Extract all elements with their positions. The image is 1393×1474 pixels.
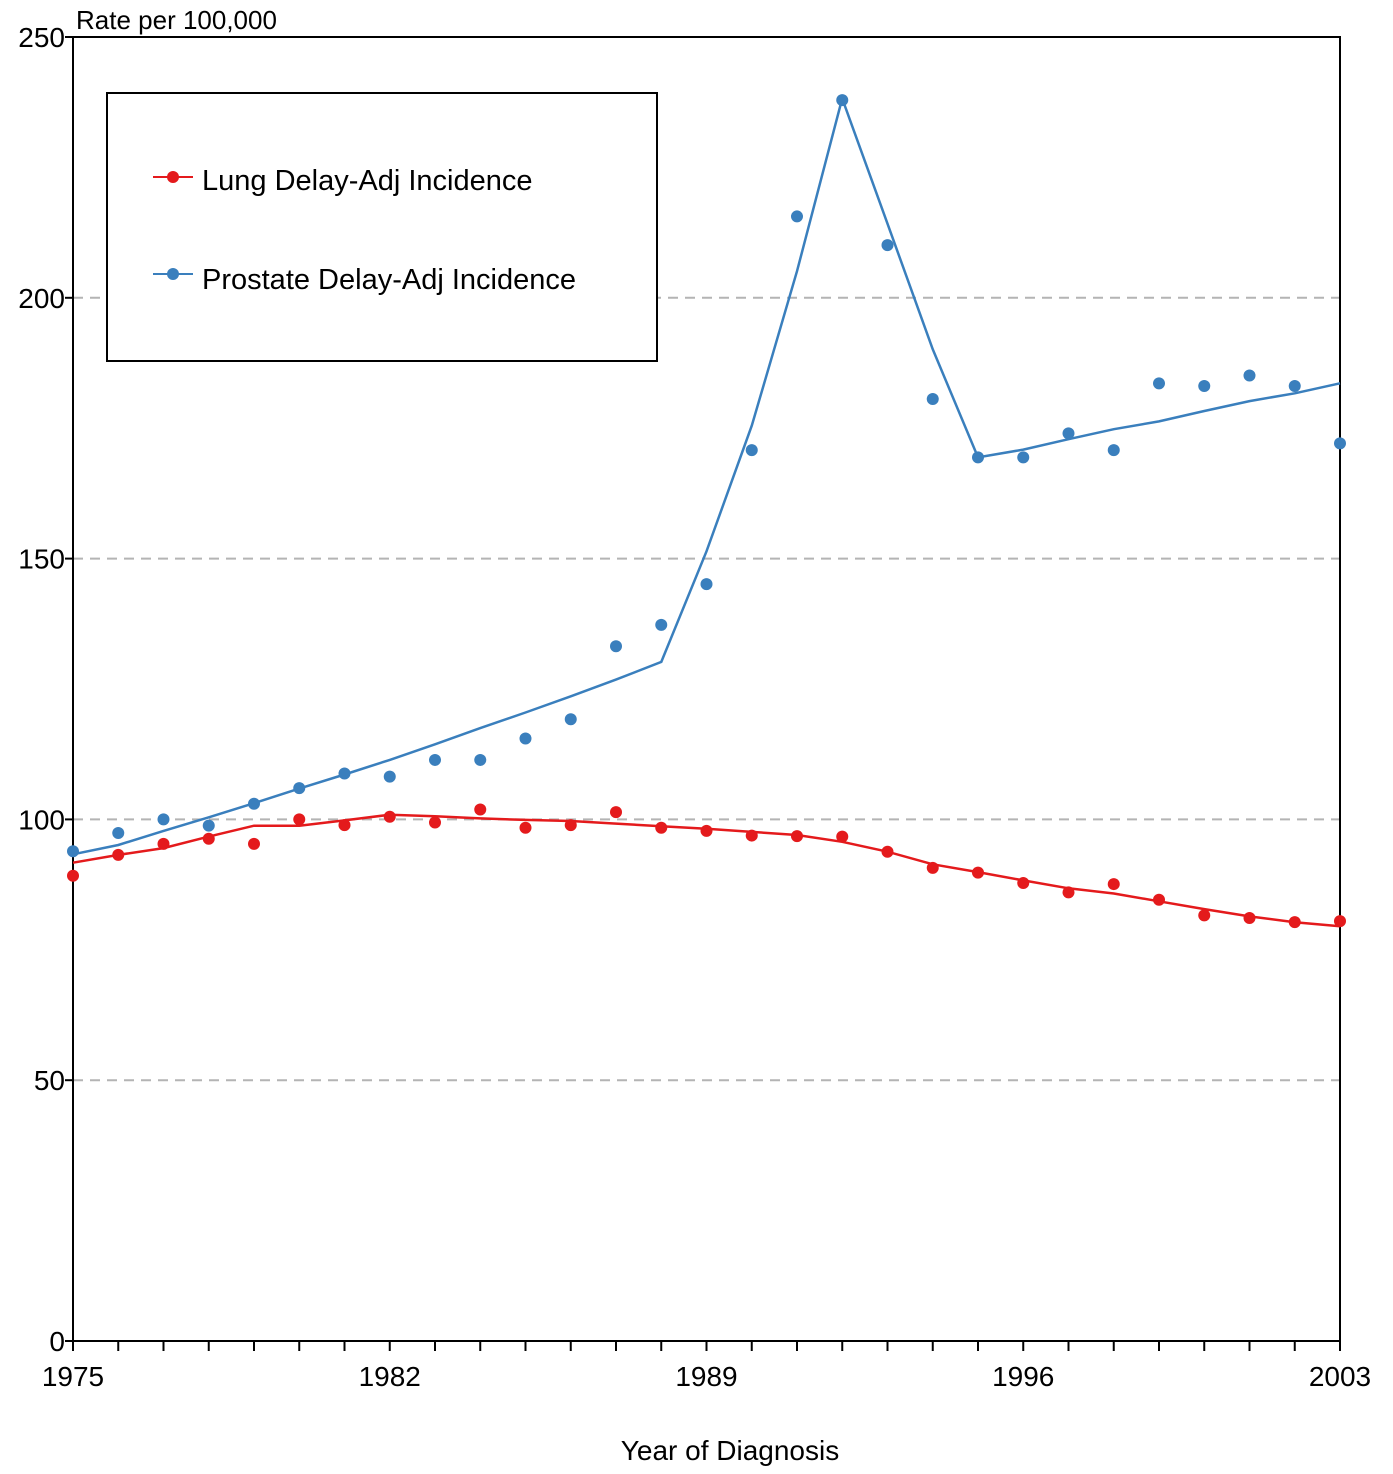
x-tick-label-1989: 1989 xyxy=(675,1361,737,1392)
data-point-prostate-1992 xyxy=(836,94,849,107)
series-line-prostate xyxy=(72,94,1341,856)
data-point-lung-2001 xyxy=(1243,911,1256,924)
data-point-lung-1984 xyxy=(474,803,487,816)
data-point-prostate-1982 xyxy=(383,770,396,783)
data-point-prostate-1987 xyxy=(610,640,622,653)
gridlines xyxy=(73,296,1340,1082)
data-point-prostate-1980 xyxy=(293,782,306,795)
data-point-prostate-1976 xyxy=(112,826,125,839)
x-tick-label-1982: 1982 xyxy=(359,1361,421,1392)
data-point-prostate-1979 xyxy=(248,797,260,810)
x-tick-label-1975: 1975 xyxy=(42,1361,104,1392)
data-point-prostate-1985 xyxy=(519,732,532,745)
data-point-lung-2003 xyxy=(1334,915,1346,928)
data-point-lung-1991 xyxy=(791,830,803,843)
data-point-lung-1989 xyxy=(700,824,713,837)
data-point-prostate-1981 xyxy=(338,767,351,780)
data-point-prostate-2000 xyxy=(1198,379,1211,392)
axis-ticks: 0 50 100 150 200 250 1975 1982 1989 1996 2003 xyxy=(18,22,1371,1392)
data-point-prostate-1994 xyxy=(926,392,939,405)
data-point-prostate-1984 xyxy=(474,753,487,766)
data-point-lung-1982 xyxy=(383,810,396,823)
data-point-lung-1986 xyxy=(564,819,577,832)
legend-label-lung: Lung Delay-Adj Incidence xyxy=(202,165,532,197)
data-point-lung-1978 xyxy=(202,832,215,845)
data-point-lung-1976 xyxy=(112,848,125,861)
y-tick-label-150: 150 xyxy=(18,544,65,575)
data-point-prostate-1996 xyxy=(1017,451,1030,464)
data-point-prostate-2003 xyxy=(1334,437,1346,450)
data-point-prostate-1975 xyxy=(67,845,79,858)
data-point-lung-1996 xyxy=(1017,877,1030,890)
data-point-lung-1995 xyxy=(972,866,984,879)
data-point-lung-1990 xyxy=(745,829,758,842)
x-axis-label: Year of Diagnosis xyxy=(621,1435,839,1466)
data-point-lung-1998 xyxy=(1107,878,1120,891)
data-point-lung-1985 xyxy=(519,821,532,834)
y-axis-label: Rate per 100,000 xyxy=(76,5,277,35)
data-point-prostate-2002 xyxy=(1288,379,1301,392)
data-point-lung-1994 xyxy=(926,861,939,874)
data-point-lung-1987 xyxy=(610,806,622,819)
y-tick-label-200: 200 xyxy=(18,283,65,314)
data-point-prostate-1991 xyxy=(791,210,803,223)
data-point-lung-1977 xyxy=(157,837,170,850)
y-tick-label-250: 250 xyxy=(18,22,65,53)
data-point-prostate-1977 xyxy=(157,813,170,826)
data-point-prostate-1995 xyxy=(972,451,984,464)
data-point-lung-1983 xyxy=(429,816,441,829)
data-point-lung-1988 xyxy=(655,821,668,834)
legend: Lung Delay-Adj Incidence Prostate Delay-… xyxy=(106,92,658,362)
legend-swatch-dot-prostate xyxy=(167,268,179,280)
data-point-lung-1992 xyxy=(836,830,849,843)
series-layer xyxy=(67,94,1346,929)
data-point-lung-1993 xyxy=(881,845,894,858)
x-tick-label-2003: 2003 xyxy=(1309,1361,1371,1392)
legend-swatch-dot-lung xyxy=(167,171,179,183)
data-point-prostate-1986 xyxy=(564,713,577,726)
data-point-prostate-1988 xyxy=(655,618,668,631)
y-tick-label-50: 50 xyxy=(34,1065,65,1096)
data-point-lung-1979 xyxy=(248,837,260,850)
legend-box xyxy=(106,92,658,362)
data-point-prostate-1999 xyxy=(1153,377,1165,390)
data-point-lung-1975 xyxy=(67,869,79,882)
data-point-prostate-2001 xyxy=(1243,369,1256,382)
data-point-lung-1980 xyxy=(293,813,306,826)
legend-label-prostate: Prostate Delay-Adj Incidence xyxy=(202,264,576,296)
data-point-lung-2002 xyxy=(1288,916,1301,929)
data-point-prostate-1989 xyxy=(700,578,713,591)
data-point-lung-1997 xyxy=(1062,886,1075,899)
data-point-lung-2000 xyxy=(1198,909,1211,922)
data-point-prostate-1990 xyxy=(745,444,758,457)
data-point-prostate-1993 xyxy=(881,239,894,252)
y-tick-label-0: 0 xyxy=(49,1326,65,1357)
data-point-lung-1981 xyxy=(338,819,351,832)
data-point-prostate-1978 xyxy=(202,819,215,832)
data-point-prostate-1997 xyxy=(1062,427,1075,440)
y-tick-label-100: 100 xyxy=(18,804,65,835)
data-point-prostate-1983 xyxy=(429,753,441,766)
data-point-lung-1999 xyxy=(1153,893,1165,906)
x-tick-label-1996: 1996 xyxy=(992,1361,1054,1392)
data-point-prostate-1998 xyxy=(1107,444,1120,457)
